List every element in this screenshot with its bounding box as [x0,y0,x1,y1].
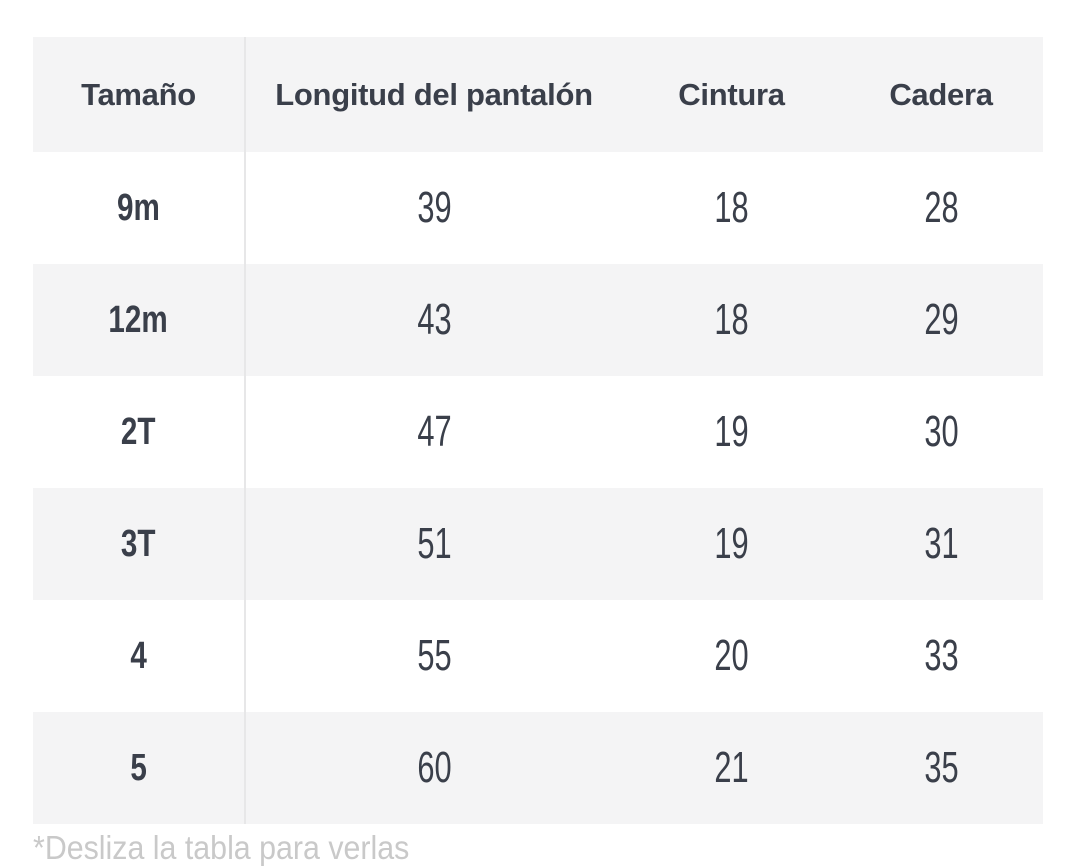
pant-length-cell: 51 [416,519,452,568]
table-row: 4 55 20 33 [33,600,1043,712]
size-cell: 5 [130,747,147,789]
hip-cell: 35 [923,743,959,792]
hip-cell: 29 [923,295,959,344]
pant-length-cell: 43 [416,295,452,344]
column-header-tamano: Tamaño [81,77,196,112]
column-header-cadera: Cadera [889,77,993,112]
waist-cell: 18 [714,183,749,232]
size-cell: 3T [121,523,156,565]
column-header-cintura: Cintura [678,77,785,112]
waist-cell: 21 [714,743,749,792]
table-header-row: Tamaño Longitud del pantalón Cintura Cad… [33,37,1043,152]
pant-length-cell: 47 [416,407,452,456]
table-row: 2T 47 19 30 [33,376,1043,488]
size-cell: 4 [130,635,147,677]
pant-length-cell: 60 [416,743,452,792]
hip-cell: 30 [923,407,959,456]
hip-cell: 31 [923,519,959,568]
size-cell: 9m [117,187,160,229]
size-cell: 12m [108,299,169,341]
size-chart-table[interactable]: Tamaño Longitud del pantalón Cintura Cad… [33,37,1043,824]
table-row: 12m 43 18 29 [33,264,1043,376]
column-header-longitud: Longitud del pantalón [275,77,593,112]
table-row: 9m 39 18 28 [33,152,1043,264]
waist-cell: 18 [714,295,749,344]
waist-cell: 19 [714,519,749,568]
table-row: 5 60 21 35 [33,712,1043,824]
hip-cell: 28 [923,183,959,232]
waist-cell: 20 [714,631,749,680]
waist-cell: 19 [714,407,749,456]
pant-length-cell: 39 [416,183,452,232]
column-divider [244,37,246,824]
hip-cell: 33 [923,631,959,680]
table-row: 3T 51 19 31 [33,488,1043,600]
table-swipe-hint: *Desliza la tabla para verlas [33,829,410,866]
size-cell: 2T [121,411,156,453]
pant-length-cell: 55 [416,631,452,680]
